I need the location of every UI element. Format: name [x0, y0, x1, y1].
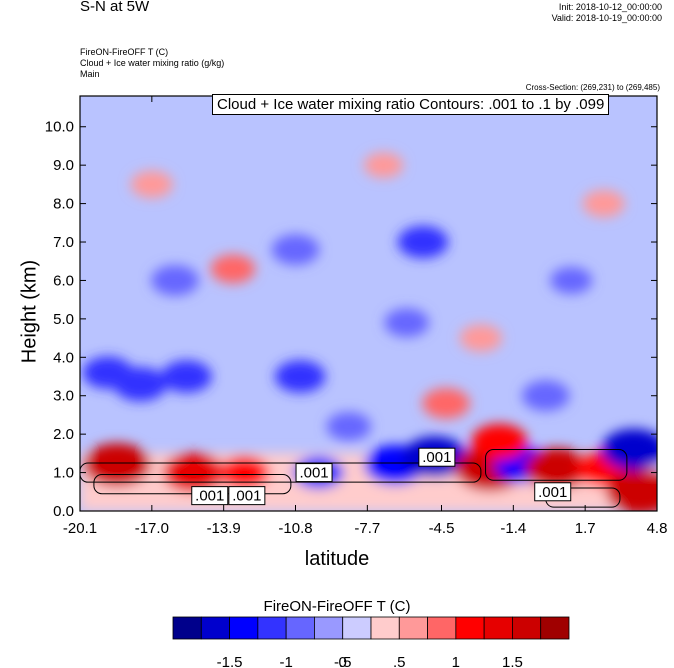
- y-tick-label: 10.0: [45, 119, 74, 136]
- temperature-anomaly-blob: [521, 380, 570, 412]
- temperature-anomaly-blob: [161, 360, 212, 393]
- contour-label-box: [418, 447, 456, 467]
- contour-info-label: Cloud + Ice water mixing ratio Contours:…: [212, 94, 610, 115]
- y-tick-label: 8.0: [53, 196, 74, 213]
- contour-label: .001: [232, 488, 261, 505]
- contour-label: .001: [299, 465, 328, 482]
- field-line-2: Cloud + Ice water mixing ratio (g/kg): [80, 58, 225, 68]
- contour-label-box: [228, 486, 266, 506]
- temperature-anomaly-blob: [605, 469, 657, 511]
- cross-section-label: Cross-Section: (269,231) to (269,485): [525, 83, 660, 92]
- init-valid-times: Init: 2018-10-12_00:00:00 Valid: 2018-10…: [552, 2, 662, 24]
- valid-time: Valid: 2018-10-19_00:00:00: [551, 13, 662, 23]
- temperature-anomaly-blob: [550, 266, 593, 294]
- colorbar-tick-label: .5: [393, 654, 406, 668]
- y-tick-label: 3.0: [53, 388, 74, 405]
- x-tick-label: -10.8: [278, 520, 312, 537]
- colorbar-swatch: [512, 616, 542, 640]
- x-tick-label: -7.7: [354, 520, 380, 537]
- x-tick-label: -1.4: [500, 520, 526, 537]
- contour-label-box: [295, 463, 333, 483]
- field-description: FireON-FireOFF T (C) Cloud + Ice water m…: [80, 47, 224, 80]
- contour-label-box: [191, 486, 229, 506]
- y-tick-label: 1.0: [53, 465, 74, 482]
- colorbar-swatch: [540, 616, 570, 640]
- temperature-anomaly-blob: [525, 448, 590, 490]
- x-tick-label: -20.1: [63, 520, 97, 537]
- temperature-anomaly-blob: [363, 152, 404, 178]
- temperature-anomaly-blob: [151, 265, 199, 296]
- colorbar-tick-label: 0: [339, 654, 347, 668]
- colorbar-tick-label: -1: [279, 654, 292, 668]
- colorbar-swatch: [285, 616, 315, 640]
- x-tick-label: 1.7: [575, 520, 596, 537]
- colorbar-swatch: [370, 616, 400, 640]
- field-line-3: Main: [80, 69, 100, 79]
- colorbar-swatch: [314, 616, 344, 640]
- contour-label: .001: [195, 488, 224, 505]
- colorbar-swatch: [427, 616, 457, 640]
- x-tick-label: -17.0: [135, 520, 169, 537]
- temperature-anomaly-blob: [582, 190, 625, 218]
- colorbar-tick-label: 1: [452, 654, 460, 668]
- colorbar-swatch: [257, 616, 287, 640]
- colorbar-swatch: [200, 616, 230, 640]
- x-tick-label: 4.8: [647, 520, 668, 537]
- temperature-anomaly-blob: [113, 367, 167, 402]
- y-tick-label: 4.0: [53, 349, 74, 366]
- y-axis-title: Height (km): [18, 259, 41, 364]
- x-axis-title: latitude: [304, 548, 370, 570]
- temperature-anomaly-blob: [210, 254, 256, 284]
- temperature-anomaly-blob: [219, 456, 270, 489]
- temperature-anomaly-blob: [601, 428, 657, 471]
- colorbar-tick-label: -1.5: [217, 654, 243, 668]
- x-tick-label: -13.9: [207, 520, 241, 537]
- cloud-contour-line: [485, 449, 628, 481]
- contour-label-box: [534, 482, 572, 502]
- colorbar-swatch: [229, 616, 259, 640]
- colorbar-swatch: [342, 616, 372, 640]
- y-tick-label: 6.0: [53, 272, 74, 289]
- init-time: Init: 2018-10-12_00:00:00: [558, 2, 662, 12]
- temperature-anomaly-blob: [274, 360, 326, 393]
- temperature-anomaly-blob: [83, 443, 151, 487]
- x-tick-label: -4.5: [429, 520, 455, 537]
- colorbar-title: FireON-FireOFF T (C): [263, 598, 411, 615]
- colorbar-swatch: [398, 616, 428, 640]
- y-tick-label: 2.0: [53, 426, 74, 443]
- y-tick-label: 9.0: [53, 157, 74, 174]
- temperature-anomaly-blob: [271, 234, 320, 266]
- temperature-anomaly-blob: [326, 412, 372, 441]
- temperature-anomaly-blob: [397, 225, 449, 259]
- colorbar-tick-label: 1.5: [502, 654, 523, 668]
- y-tick-label: 5.0: [53, 311, 74, 328]
- contour-label: .001: [422, 449, 451, 466]
- temperature-anomaly-blob: [384, 308, 430, 338]
- contour-label: .001: [538, 484, 567, 501]
- colorbar-swatch: [172, 616, 202, 640]
- colorbar-swatch: [483, 616, 513, 640]
- temperature-anomaly-blob: [459, 324, 502, 352]
- colorbar-swatch: [455, 616, 485, 640]
- temperature-anomaly-blob: [130, 170, 173, 198]
- plot-main-title: S-N at 5W: [80, 0, 150, 15]
- colorbar-tick-label: -.5: [334, 654, 352, 668]
- field-line-1: FireON-FireOFF T (C): [80, 47, 169, 57]
- y-tick-label: 0.0: [53, 503, 74, 520]
- temperature-anomaly-blob: [422, 388, 470, 419]
- cloud-contour-line: [80, 462, 482, 483]
- temperature-anomaly-blob: [471, 423, 528, 460]
- y-tick-label: 7.0: [53, 234, 74, 251]
